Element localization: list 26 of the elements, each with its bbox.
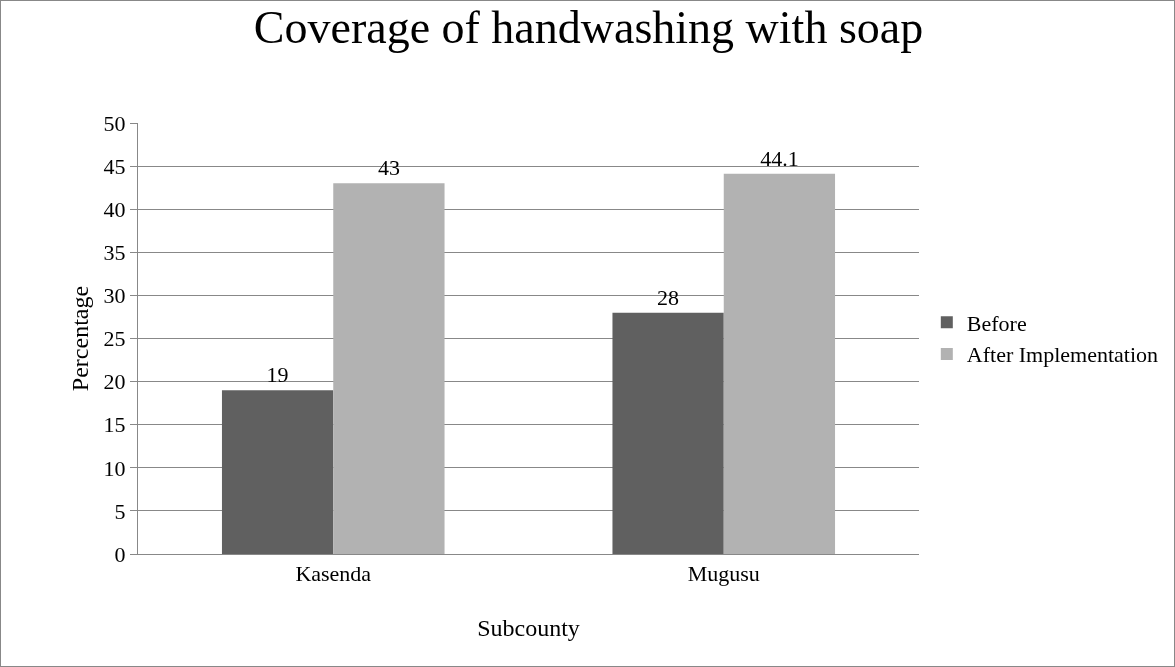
x-tick-label: Mugusu: [687, 561, 760, 587]
y-tick-label: 50: [103, 110, 126, 136]
legend-label: After Implementation: [966, 342, 1159, 368]
y-tick-label: 30: [103, 283, 126, 309]
y-tick-label: 20: [103, 369, 126, 395]
y-tick-label: 10: [103, 455, 126, 481]
data-label: 19: [266, 362, 289, 388]
x-tick-label: Kasenda: [295, 561, 372, 587]
y-axis-title: Percentage: [66, 285, 93, 392]
legend-label: Before: [966, 310, 1027, 336]
y-tick-label: 0: [114, 541, 126, 567]
y-tick-label: 25: [103, 326, 126, 352]
bar: [612, 312, 724, 554]
chart-title: Coverage of handwashing with soap: [253, 2, 924, 54]
bar: [221, 390, 334, 554]
data-label: 28: [657, 284, 680, 310]
bar: [333, 183, 445, 554]
y-tick-label: 40: [103, 196, 126, 222]
y-tick-label: 15: [103, 412, 126, 438]
x-axis-title: Subcounty: [477, 615, 580, 641]
y-tick-label: 35: [103, 240, 126, 265]
y-tick-label: 45: [103, 153, 126, 179]
data-label: 43: [377, 155, 400, 181]
data-label: 44.1: [760, 145, 799, 171]
y-tick-label: 5: [114, 498, 126, 524]
bar: [723, 173, 836, 554]
